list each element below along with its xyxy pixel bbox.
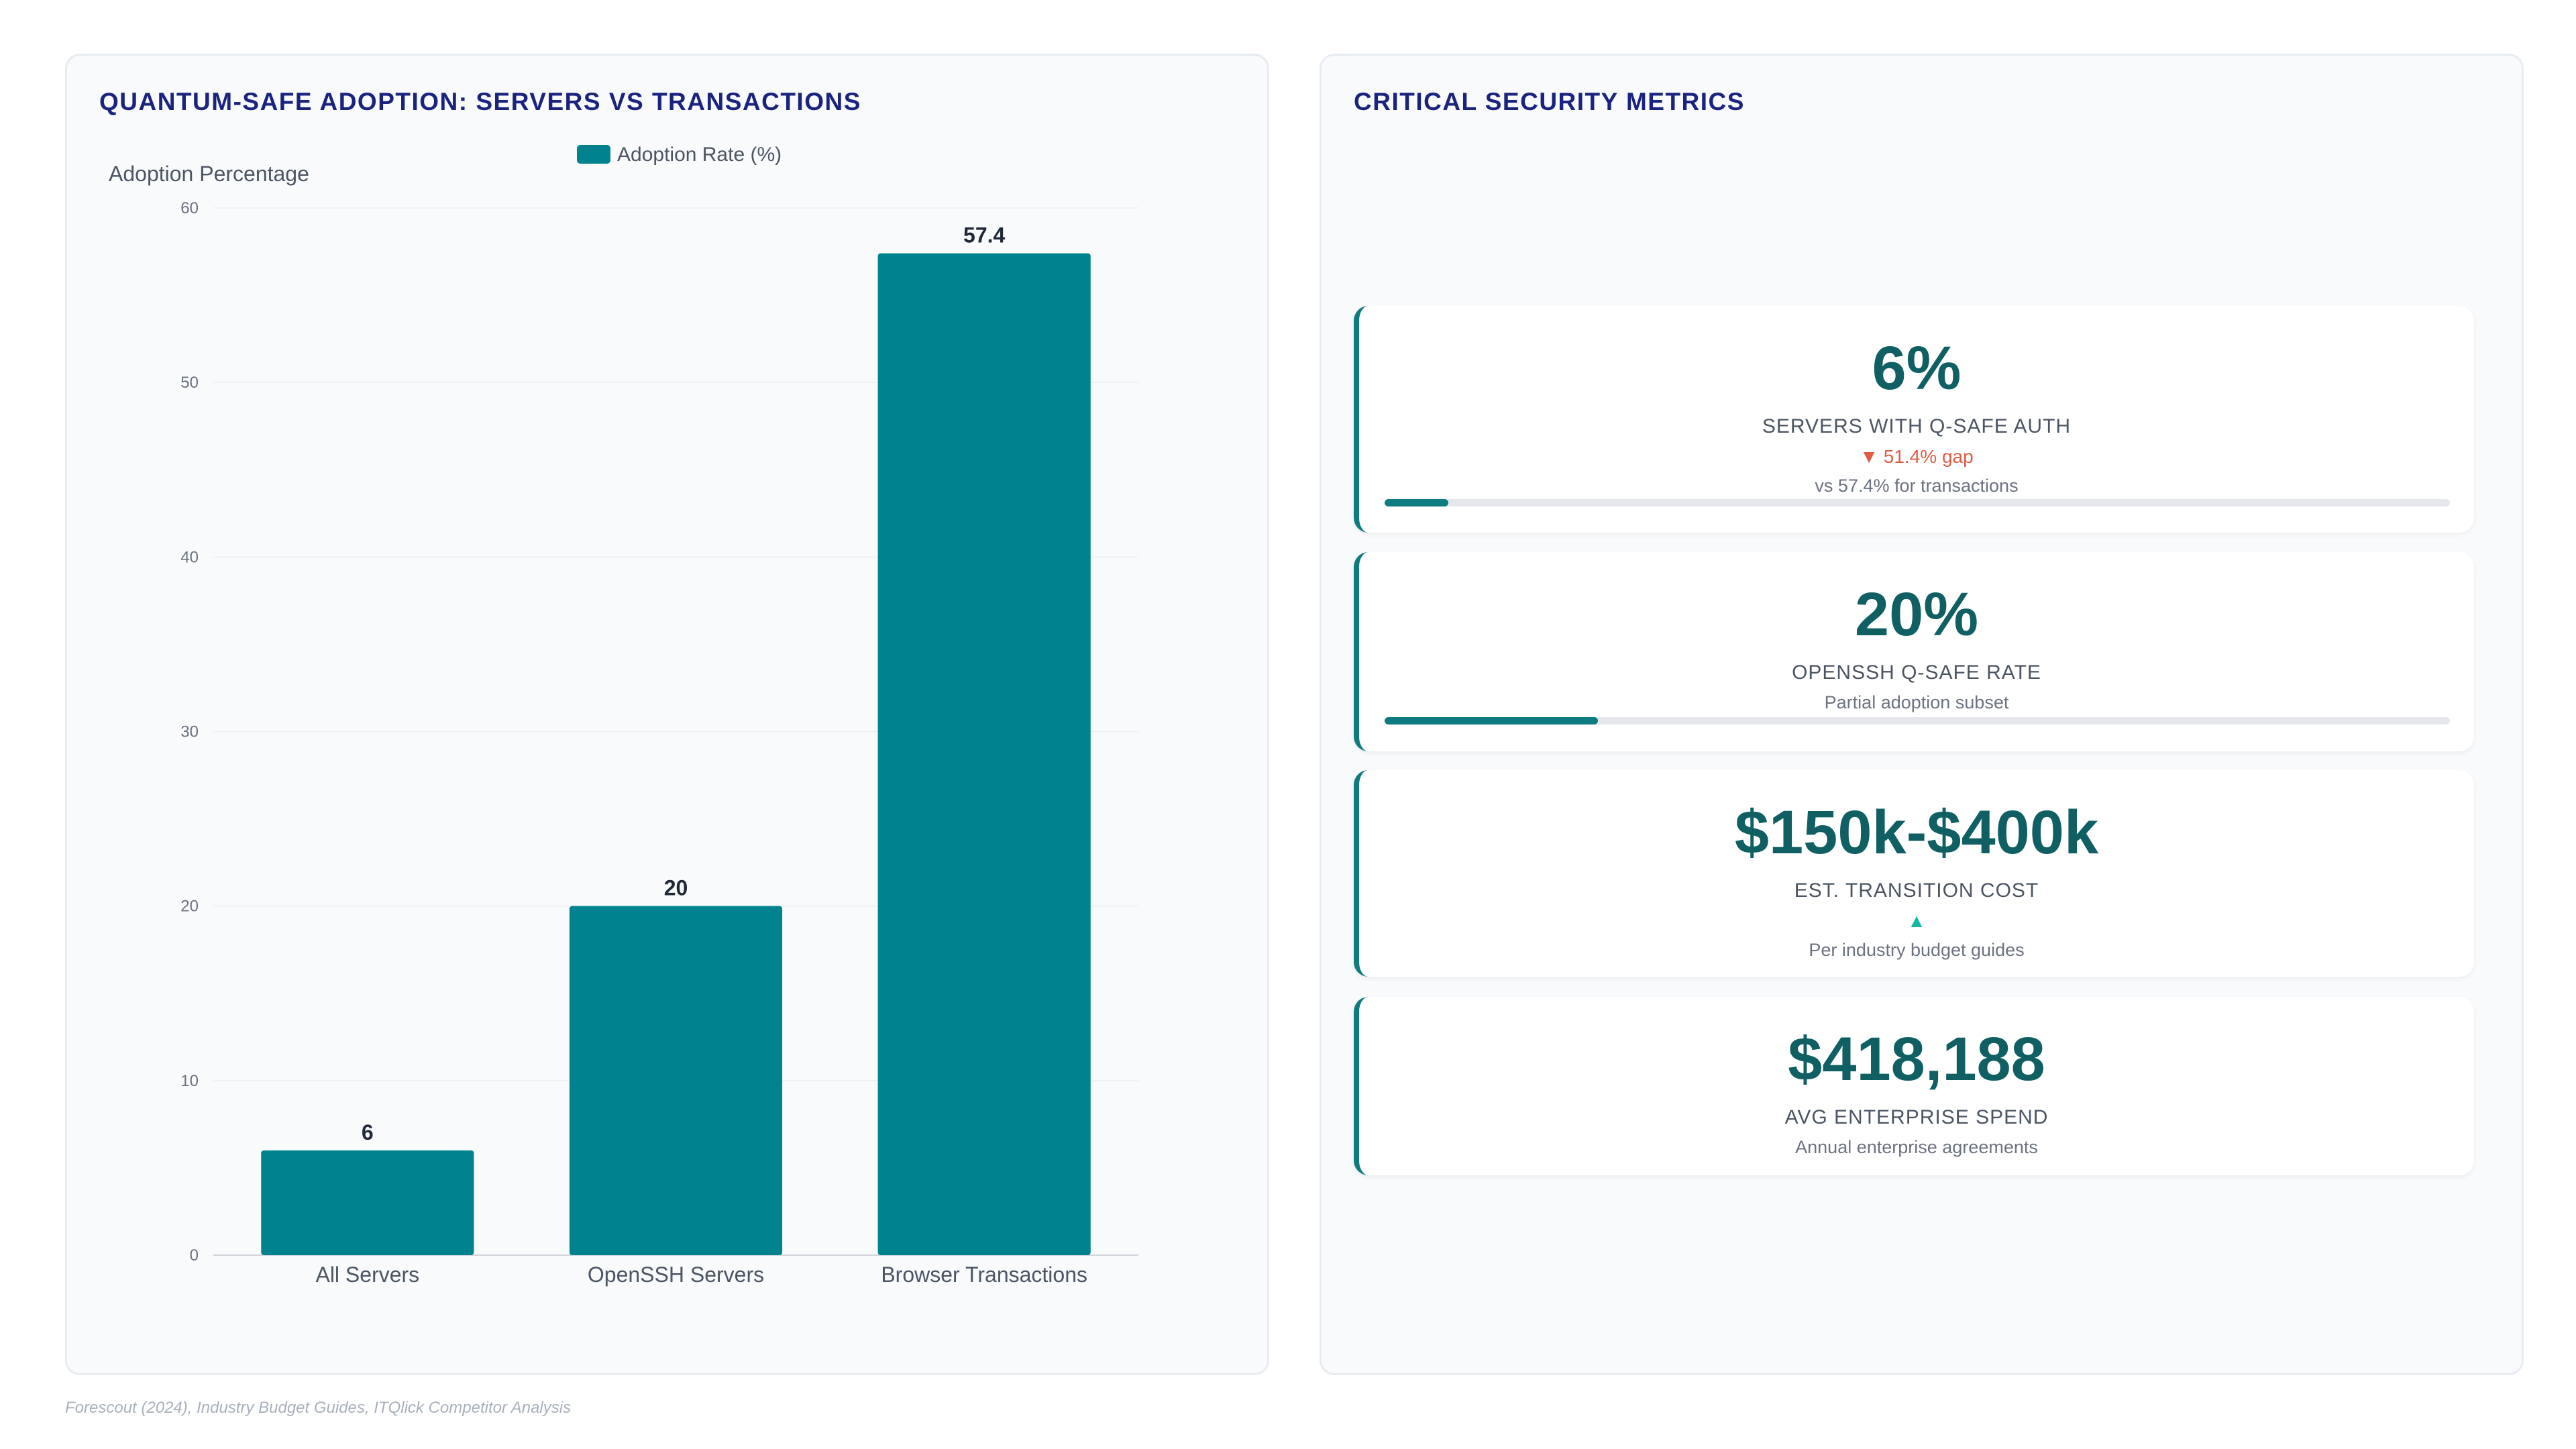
metric-label: AVG ENTERPRISE SPEND	[1784, 1106, 2049, 1128]
y-tick-label: 40	[180, 548, 199, 566]
metric-card-transition-cost: $150k-$400k EST. TRANSITION COST ▲ Per i…	[1354, 770, 2474, 977]
progress-track	[1385, 717, 2450, 724]
x-category-label: OpenSSH Servers	[588, 1263, 764, 1287]
chart-panel: QUANTUM-SAFE ADOPTION: SERVERS VS TRANSA…	[65, 54, 1269, 1375]
y-tick-label: 20	[180, 898, 199, 916]
metric-card-enterprise-spend: $418,188 AVG ENTERPRISE SPEND Annual ent…	[1354, 997, 2474, 1175]
bar-value-label: 57.4	[963, 223, 1005, 248]
legend-label: Adoption Rate (%)	[617, 144, 782, 166]
y-tick-label: 50	[180, 374, 199, 392]
chart-title: QUANTUM-SAFE ADOPTION: SERVERS VS TRANSA…	[99, 88, 861, 115]
bar	[261, 1150, 474, 1255]
progress-track	[1385, 499, 2450, 506]
y-tick-label: 60	[180, 199, 199, 217]
metric-value: $150k-$400k	[1734, 798, 2099, 867]
metric-card-servers: 6% SERVERS WITH Q-SAFE AUTH ▼ 51.4% gap …	[1354, 306, 2474, 533]
x-category-label: Browser Transactions	[881, 1263, 1087, 1287]
progress-fill	[1385, 499, 1449, 506]
y-tick-label: 0	[190, 1246, 199, 1265]
metric-value: 20%	[1854, 580, 1979, 649]
bar-value-label: 20	[664, 876, 688, 900]
legend-swatch	[577, 145, 610, 164]
bar	[877, 253, 1091, 1256]
metric-label: EST. TRANSITION COST	[1794, 879, 2039, 902]
metric-delta-down: ▼ 51.4% gap	[1860, 446, 1974, 467]
source-note: Forescout (2024), Industry Budget Guides…	[65, 1399, 572, 1417]
bar-value-label: 6	[362, 1120, 374, 1144]
progress-fill	[1385, 717, 1598, 724]
metric-label: SERVERS WITH Q-SAFE AUTH	[1762, 415, 2072, 437]
bar-chart: 0 10 20 30 40 50 60 6 All Servers 20 OpenSSH Serve…	[109, 144, 1138, 1287]
metric-label: OPENSSH Q-SAFE RATE	[1792, 661, 2041, 684]
y-tick-label: 30	[180, 723, 199, 741]
x-category-label: All Servers	[315, 1263, 419, 1287]
metrics-panel: CRITICAL SECURITY METRICS 6% SERVERS WIT…	[1320, 54, 2524, 1375]
bar	[569, 906, 783, 1255]
y-tick-label: 10	[180, 1072, 199, 1090]
metric-note: Per industry budget guides	[1809, 940, 2025, 960]
metric-note: Annual enterprise agreements	[1795, 1137, 2038, 1157]
metric-note: vs 57.4% for transactions	[1815, 476, 2019, 496]
metric-value: $418,188	[1788, 1025, 2045, 1093]
metric-card-openssh: 20% OPENSSH Q-SAFE RATE Partial adoption…	[1354, 552, 2474, 751]
metric-note: Partial adoption subset	[1824, 692, 2009, 712]
metrics-title: CRITICAL SECURITY METRICS	[1354, 88, 1745, 115]
y-axis-label: Adoption Percentage	[109, 162, 309, 186]
metric-value: 6%	[1872, 334, 1962, 402]
metric-delta-up: ▲	[1907, 910, 1926, 931]
